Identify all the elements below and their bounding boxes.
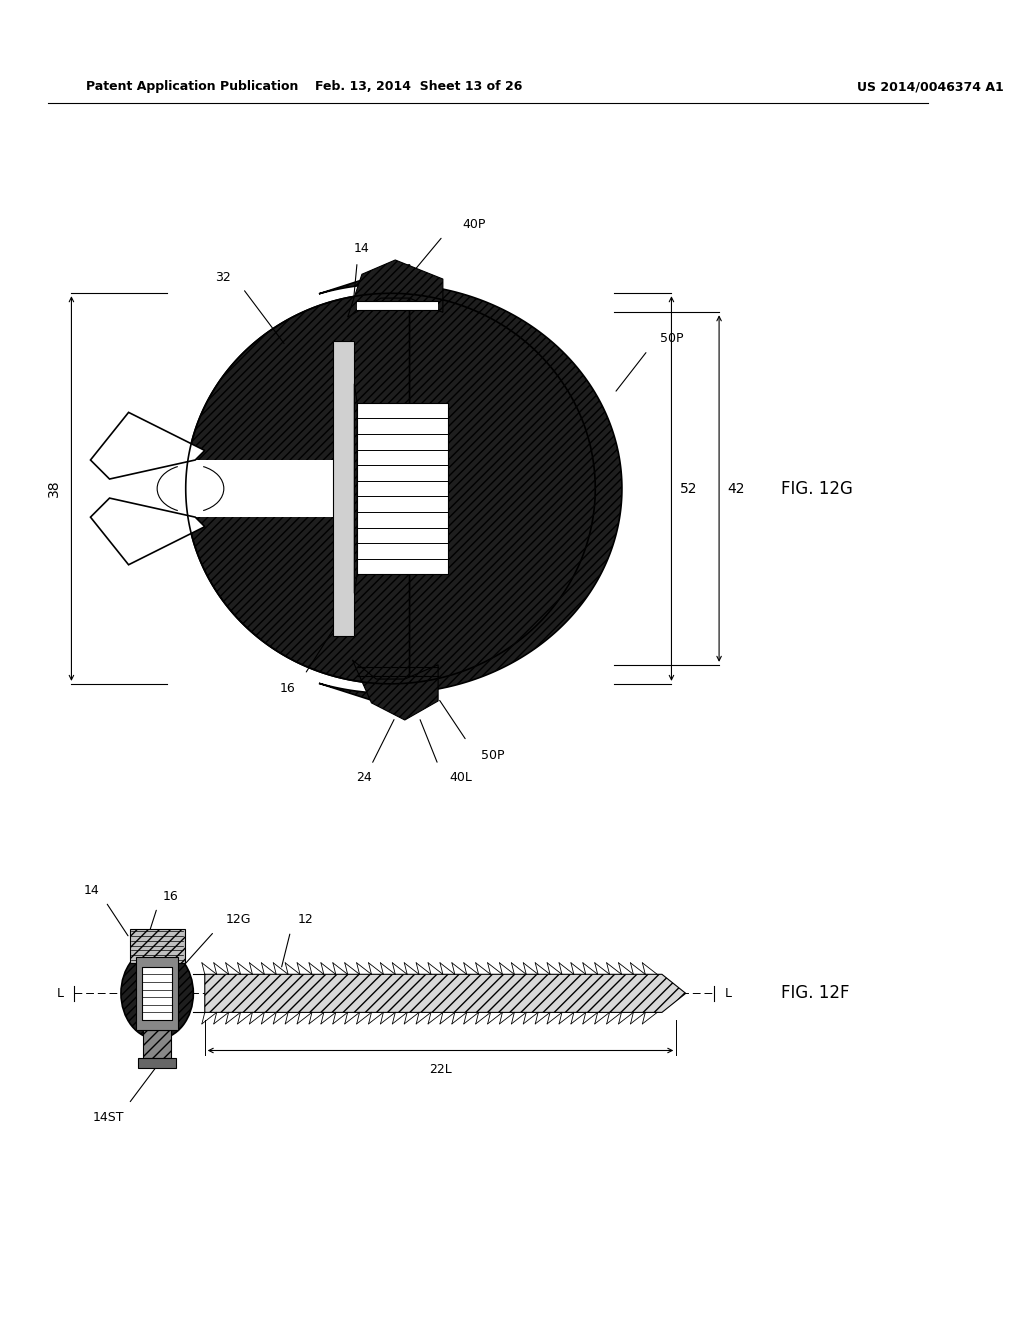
- Polygon shape: [138, 1059, 176, 1068]
- Text: Feb. 13, 2014  Sheet 13 of 26: Feb. 13, 2014 Sheet 13 of 26: [315, 81, 523, 94]
- Text: 14: 14: [354, 242, 370, 255]
- Polygon shape: [319, 265, 622, 713]
- Text: 24: 24: [356, 771, 372, 784]
- Text: US 2014/0046374 A1: US 2014/0046374 A1: [857, 81, 1004, 94]
- Polygon shape: [334, 341, 354, 636]
- Text: 42: 42: [727, 482, 745, 495]
- Polygon shape: [357, 301, 438, 310]
- Text: 40P: 40P: [462, 218, 485, 231]
- Text: 52: 52: [680, 482, 697, 495]
- Polygon shape: [142, 966, 172, 1020]
- Text: 16: 16: [163, 890, 178, 903]
- Text: 32: 32: [215, 271, 230, 284]
- Text: 38: 38: [47, 479, 61, 498]
- Text: 16: 16: [280, 682, 295, 696]
- Text: 50P: 50P: [481, 748, 505, 762]
- Text: FIG. 12G: FIG. 12G: [781, 479, 853, 498]
- Text: 12: 12: [298, 912, 314, 925]
- Polygon shape: [129, 928, 184, 962]
- Text: FIG. 12F: FIG. 12F: [781, 985, 850, 1002]
- Polygon shape: [90, 498, 205, 565]
- Polygon shape: [205, 974, 686, 1012]
- Polygon shape: [167, 459, 361, 517]
- Polygon shape: [143, 1030, 171, 1059]
- Polygon shape: [357, 403, 447, 574]
- Polygon shape: [354, 384, 357, 593]
- Polygon shape: [185, 293, 595, 684]
- Polygon shape: [347, 260, 443, 317]
- Text: L: L: [725, 987, 732, 999]
- Text: Patent Application Publication: Patent Application Publication: [86, 81, 298, 94]
- Ellipse shape: [121, 948, 194, 1039]
- Text: 14: 14: [83, 884, 99, 898]
- Polygon shape: [352, 660, 438, 719]
- Text: L: L: [56, 987, 63, 999]
- Polygon shape: [90, 412, 205, 479]
- Text: 50P: 50P: [660, 331, 684, 345]
- Polygon shape: [136, 957, 178, 1030]
- Text: 22L: 22L: [429, 1063, 452, 1076]
- Text: 40L: 40L: [450, 771, 472, 784]
- Text: 14ST: 14ST: [92, 1110, 124, 1123]
- Text: 12G: 12G: [225, 912, 251, 925]
